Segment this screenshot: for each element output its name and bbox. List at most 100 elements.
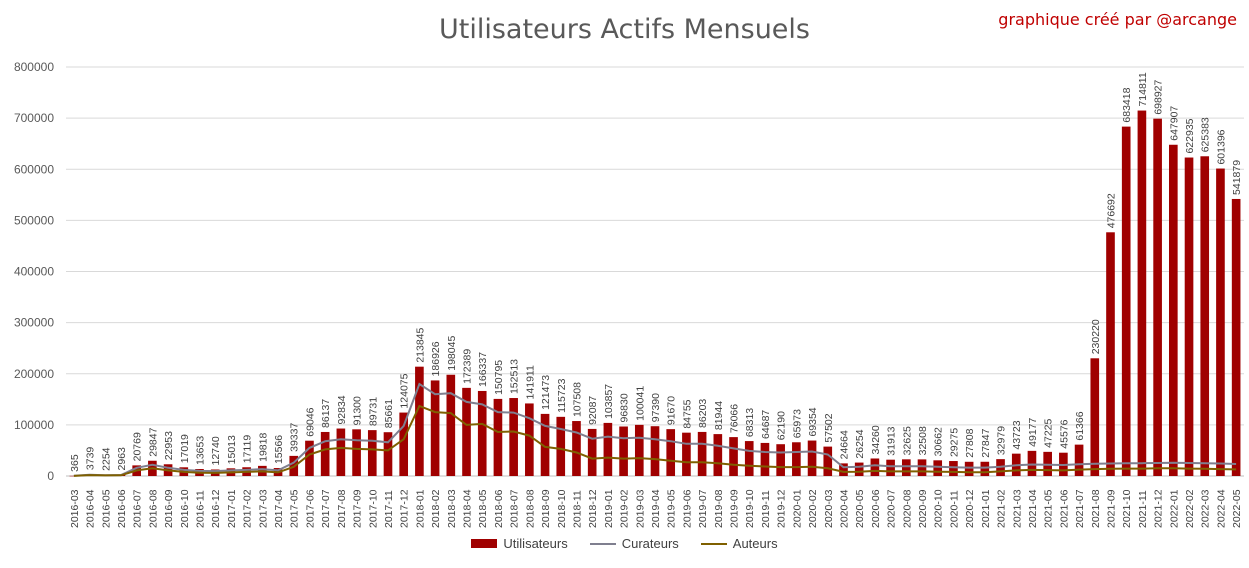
bar-utilisateurs xyxy=(792,442,801,476)
bar-utilisateurs xyxy=(854,462,864,476)
data-label: 698927 xyxy=(1153,79,1165,114)
x-tick-label: 2020-12 xyxy=(964,489,976,528)
x-tick-label: 2020-06 xyxy=(870,489,882,528)
data-label: 17119 xyxy=(242,435,254,464)
data-label: 20769 xyxy=(132,432,144,461)
bar-utilisateurs xyxy=(336,428,346,476)
bar-utilisateurs xyxy=(1074,444,1084,476)
bar-utilisateurs xyxy=(305,440,314,476)
data-label: 186926 xyxy=(430,341,442,376)
bar-utilisateurs xyxy=(776,444,785,476)
x-tick-label: 2016-08 xyxy=(147,489,159,528)
bar-utilisateurs xyxy=(949,461,958,476)
x-tick-label: 2019-09 xyxy=(729,489,741,528)
bar-utilisateurs xyxy=(980,461,990,476)
data-label: 49177 xyxy=(1027,417,1039,446)
bar-utilisateurs xyxy=(493,398,503,476)
bar-utilisateurs xyxy=(1027,450,1037,476)
x-tick-label: 2021-04 xyxy=(1027,489,1039,528)
x-tick-label: 2022-04 xyxy=(1215,489,1227,528)
x-tick-label: 2020-05 xyxy=(854,489,866,528)
bar-utilisateurs xyxy=(1121,126,1131,477)
legend-swatch-curateurs xyxy=(589,542,616,545)
bar-utilisateurs xyxy=(901,459,911,476)
x-tick-label: 2019-02 xyxy=(619,489,631,528)
data-label: 714811 xyxy=(1137,72,1149,106)
x-tick-label: 2016-05 xyxy=(100,489,112,528)
x-tick-label: 2020-01 xyxy=(791,489,803,528)
data-label: 26254 xyxy=(854,429,866,458)
y-tick-label: 200000 xyxy=(14,367,54,381)
y-tick-label: 500000 xyxy=(14,213,54,227)
x-tick-label: 2020-03 xyxy=(823,489,835,528)
x-tick-label: 2018-04 xyxy=(462,489,474,528)
data-label: 365 xyxy=(69,454,81,472)
bar-utilisateurs xyxy=(1106,232,1115,476)
x-tick-label: 2018-03 xyxy=(446,489,458,528)
bar-utilisateurs xyxy=(682,432,691,476)
x-tick-label: 2020-10 xyxy=(933,489,945,528)
data-label: 103857 xyxy=(603,384,615,419)
data-label: 29275 xyxy=(948,428,960,457)
data-label: 43723 xyxy=(1011,420,1023,449)
x-tick-label: 2017-10 xyxy=(367,489,379,528)
data-label: 166337 xyxy=(477,352,489,387)
bar-utilisateurs xyxy=(744,441,754,476)
x-tick-label: 2020-04 xyxy=(838,489,850,528)
data-label: 97390 xyxy=(650,393,662,422)
data-label: 65973 xyxy=(791,409,803,438)
x-tick-label: 2020-11 xyxy=(948,490,960,528)
bar-utilisateurs xyxy=(1090,358,1100,476)
x-tick-label: 2021-02 xyxy=(996,489,1008,528)
x-tick-label: 2017-11 xyxy=(383,490,395,528)
bar-utilisateurs xyxy=(556,416,566,476)
x-tick-label: 2017-07 xyxy=(320,489,332,528)
data-label: 100041 xyxy=(634,386,646,421)
data-label: 62190 xyxy=(776,411,788,440)
chart-credit: graphique créé par @arcange xyxy=(998,10,1237,29)
x-tick-label: 2017-06 xyxy=(304,489,316,528)
legend-label-curateurs: Curateurs xyxy=(621,536,679,551)
bar-utilisateurs xyxy=(933,460,943,476)
x-tick-label: 2022-03 xyxy=(1200,489,1212,528)
x-tick-label: 2016-07 xyxy=(132,489,144,528)
data-label: 84755 xyxy=(681,399,693,428)
x-tick-label: 2019-03 xyxy=(634,489,646,528)
x-tick-label: 2018-06 xyxy=(493,489,505,528)
x-tick-label: 2021-08 xyxy=(1090,489,1102,528)
data-label: 121473 xyxy=(540,375,552,410)
y-tick-label: 600000 xyxy=(14,162,54,176)
legend-swatch-utilisateurs xyxy=(471,539,498,548)
bar-utilisateurs xyxy=(509,398,518,476)
data-label: 68313 xyxy=(744,408,756,437)
y-tick-label: 400000 xyxy=(14,265,54,279)
bar-utilisateurs xyxy=(697,431,707,476)
bar-utilisateurs xyxy=(713,434,723,476)
x-tick-label: 2022-02 xyxy=(1184,489,1196,528)
bar-utilisateurs xyxy=(650,426,660,476)
bar-utilisateurs xyxy=(760,442,770,476)
data-label: 69354 xyxy=(807,407,819,436)
data-label: 15013 xyxy=(226,435,238,464)
bar-utilisateurs xyxy=(1216,168,1225,476)
legend-item-auteurs[interactable]: Auteurs xyxy=(700,536,778,551)
x-tick-label: 2016-09 xyxy=(163,489,175,528)
x-tick-label: 2018-07 xyxy=(509,489,521,528)
bar-utilisateurs xyxy=(964,461,974,476)
data-label: 625383 xyxy=(1200,117,1212,152)
x-tick-label: 2017-08 xyxy=(336,489,348,528)
data-label: 89731 xyxy=(367,397,379,426)
x-tick-label: 2018-12 xyxy=(587,489,599,528)
data-label: 86137 xyxy=(320,399,332,428)
data-label: 12740 xyxy=(210,436,222,465)
legend-item-curateurs[interactable]: Curateurs xyxy=(589,536,679,551)
x-tick-label: 2018-10 xyxy=(556,489,568,528)
legend-item-utilisateurs[interactable]: Utilisateurs xyxy=(471,536,568,551)
bar-utilisateurs xyxy=(823,446,833,476)
data-label: 476692 xyxy=(1105,193,1117,228)
x-tick-label: 2019-11 xyxy=(760,490,772,528)
data-label: 622935 xyxy=(1184,118,1196,153)
x-tick-label: 2016-03 xyxy=(69,489,81,528)
data-label: 13653 xyxy=(195,436,207,465)
x-tick-label: 2017-03 xyxy=(257,489,269,528)
